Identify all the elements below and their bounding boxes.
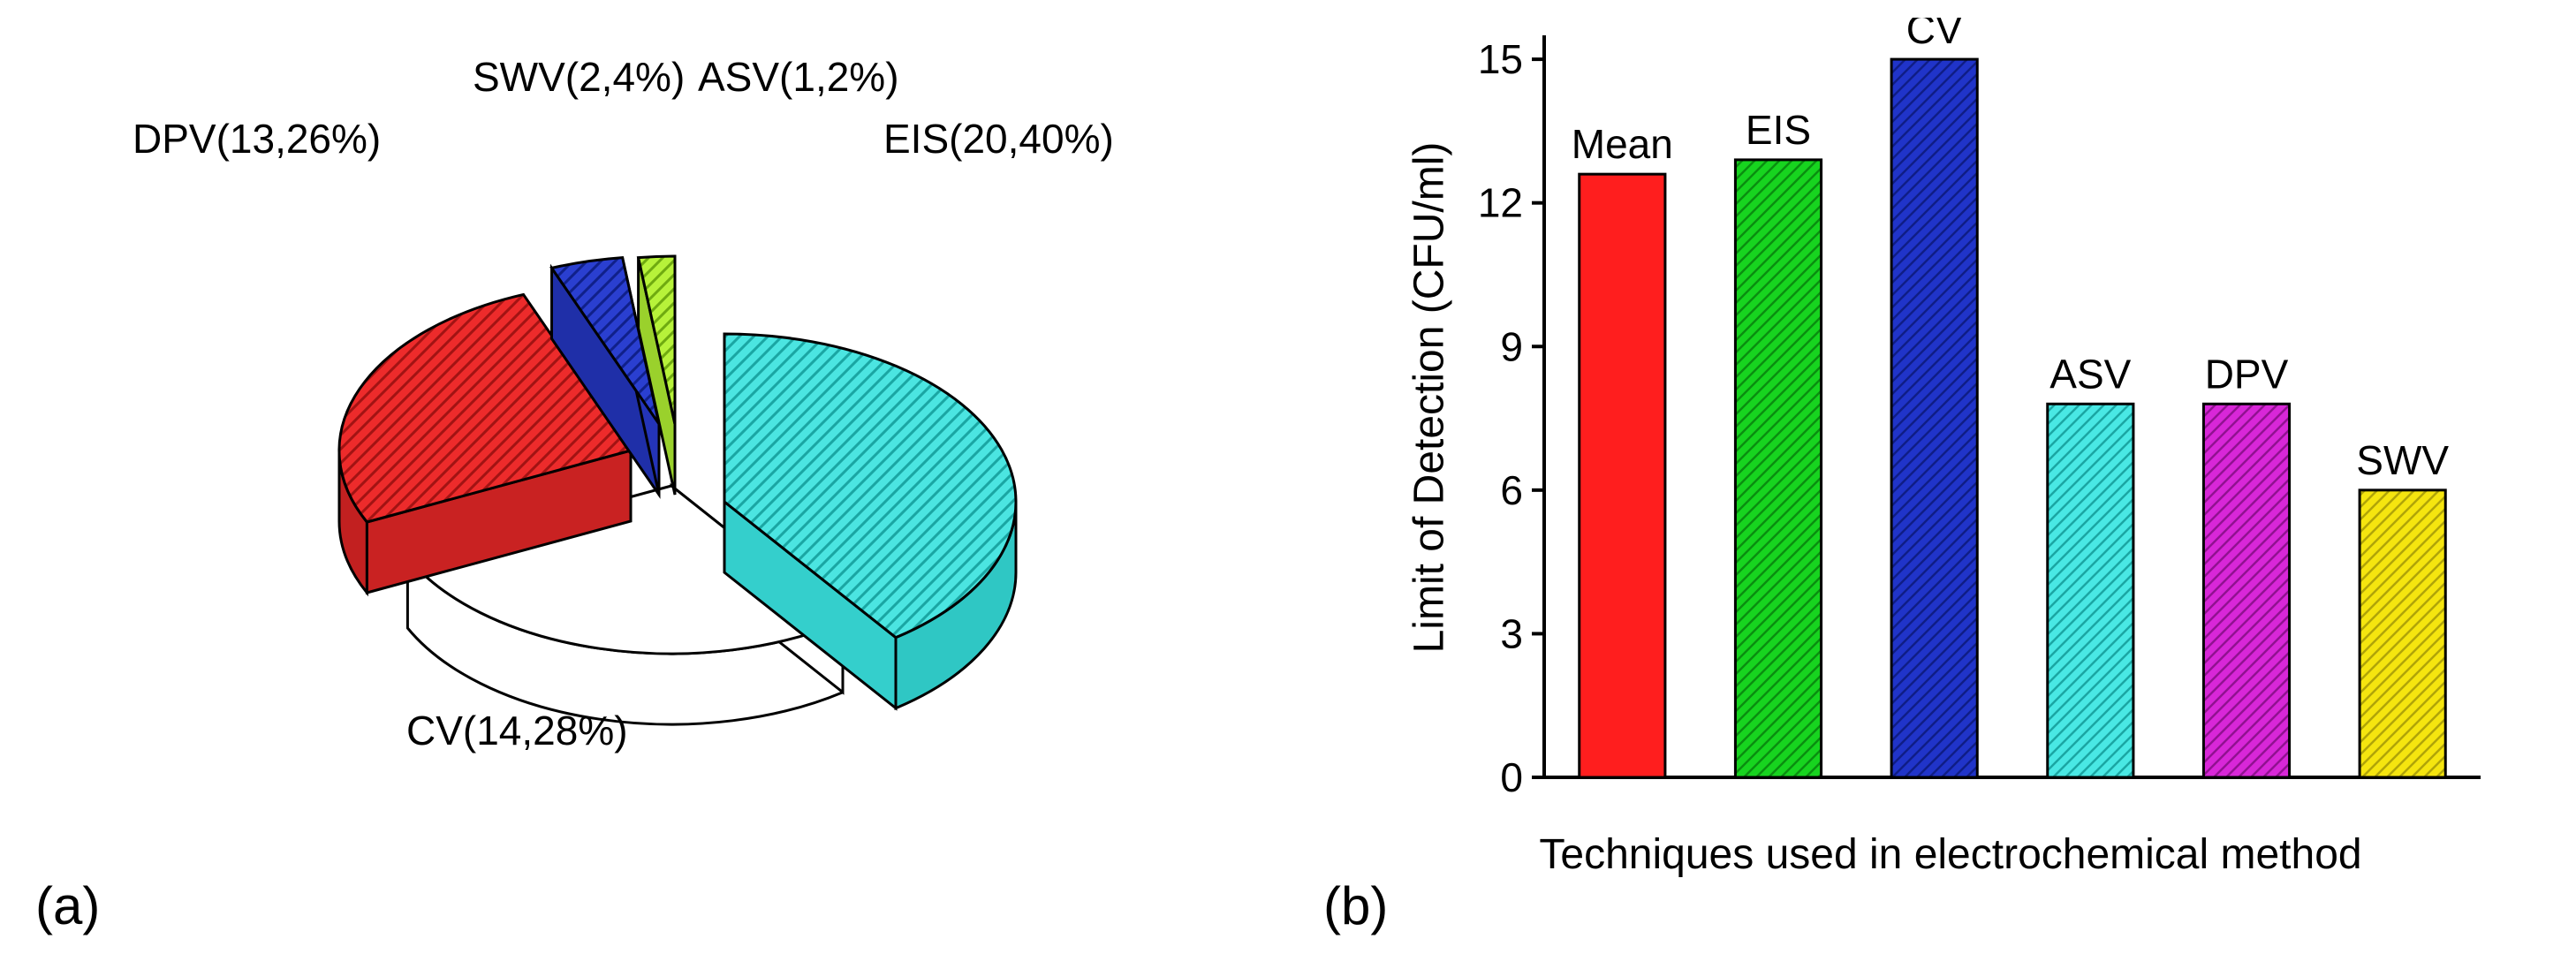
subplot-label-a: (a) — [35, 875, 100, 936]
bar-label-asv: ASV — [2049, 351, 2131, 397]
svg-text:3: 3 — [1500, 610, 1523, 656]
pie-label-asv: ASV(1,2%) — [698, 53, 899, 101]
svg-text:12: 12 — [1478, 180, 1523, 226]
bar-svg: 0 3 6 9 12 15 Mean EIS CV ASV DPV SWV — [1403, 18, 2498, 919]
bar-cv — [1891, 59, 1977, 777]
bar-label-cv: CV — [1906, 18, 1963, 52]
svg-text:15: 15 — [1478, 36, 1523, 82]
pie-chart: EIS(20,40%) ASV(1,2%) SWV(2,4%) DPV(13,2… — [230, 53, 1113, 777]
panel-pie: EIS(20,40%) ASV(1,2%) SWV(2,4%) DPV(13,2… — [0, 0, 1288, 954]
bar-label-swv: SWV — [2356, 437, 2449, 483]
pie-label-swv: SWV(2,4%) — [473, 53, 685, 101]
bar-xlabel: Techniques used in electrochemical metho… — [1539, 830, 2361, 879]
bar-eis — [1735, 160, 1821, 777]
bar-mean — [1580, 174, 1665, 777]
figure-root: EIS(20,40%) ASV(1,2%) SWV(2,4%) DPV(13,2… — [0, 0, 2576, 954]
bar-dpv — [2203, 404, 2289, 777]
bar-swv — [2360, 490, 2445, 777]
bar-ylabel: Limit of Detection (CFU/ml) — [1405, 142, 1454, 654]
subplot-label-b: (b) — [1323, 875, 1388, 936]
pie-label-eis: EIS(20,40%) — [883, 115, 1114, 163]
bar-label-eis: EIS — [1746, 107, 1811, 153]
pie-svg — [230, 212, 1113, 777]
bar-asv — [2048, 404, 2133, 777]
panel-bar: 0 3 6 9 12 15 Mean EIS CV ASV DPV SWV Limit of Dete… — [1288, 0, 2576, 954]
svg-text:6: 6 — [1500, 467, 1523, 513]
svg-text:0: 0 — [1500, 754, 1523, 800]
pie-label-dpv: DPV(13,26%) — [133, 115, 381, 163]
pie-label-cv: CV(14,28%) — [406, 707, 628, 754]
bar-chart: 0 3 6 9 12 15 Mean EIS CV ASV DPV SWV Limit of Dete… — [1403, 18, 2498, 919]
svg-text:9: 9 — [1500, 323, 1523, 369]
bar-label-mean: Mean — [1572, 121, 1673, 167]
bar-label-dpv: DPV — [2205, 351, 2289, 397]
